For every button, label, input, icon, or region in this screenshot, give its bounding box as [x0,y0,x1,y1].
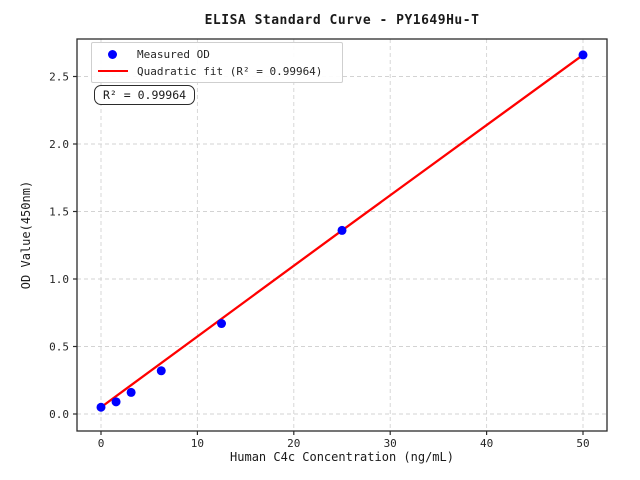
legend-item-quadratic-fit: Quadratic fit (R² = 0.99964) [96,64,334,78]
r-squared-annotation: R² = 0.99964 [94,85,196,105]
chart-title: ELISA Standard Curve - PY1649Hu-T [204,13,480,28]
x-tick-label: 20 [287,437,300,450]
data-point [337,225,347,235]
y-tick-label: 2.5 [49,71,69,84]
data-point [217,319,226,329]
legend-label-quadratic-fit: Quadratic fit (R² = 0.99964) [137,64,323,78]
legend-item-measured-od: Measured OD [96,47,334,61]
x-tick-label: 0 [98,437,105,450]
y-tick-label: 1.5 [49,206,69,219]
data-point [96,402,106,412]
data-point [126,387,136,397]
y-tick-label: 2.0 [49,138,69,151]
x-axis-label: Human C4c Concentration (ng/mL) [230,450,454,464]
legend: Measured OD Quadratic fit (R² = 0.99964) [91,42,343,83]
fit-line-icon [97,70,128,72]
legend-swatch [96,70,129,72]
axis-frame [76,38,608,432]
data-point [111,397,121,407]
x-tick-label: 50 [576,437,589,450]
data-point [156,366,166,376]
scatter-marker-icon [108,49,117,59]
data-point [578,50,588,60]
legend-label-measured-od: Measured OD [137,47,210,61]
y-tick-label: 0.5 [49,341,69,354]
y-tick-label: 1.0 [49,273,69,286]
y-tick-label: 0.0 [49,408,69,421]
x-tick-label: 30 [384,437,397,450]
x-tick-label: 40 [480,437,493,450]
x-tick-label: 10 [191,437,204,450]
legend-swatch [96,49,129,59]
y-axis-label: OD Value(450nm) [19,180,33,290]
